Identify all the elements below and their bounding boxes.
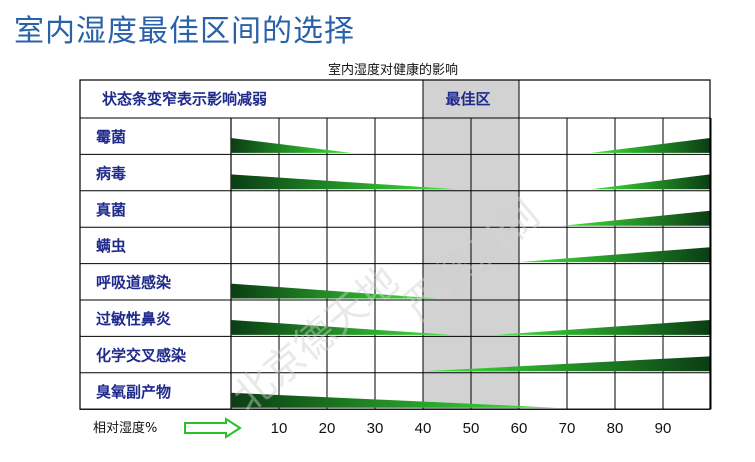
tick-label: 80 <box>607 420 624 437</box>
low-humidity-wedge <box>231 174 457 190</box>
tick-label: 30 <box>367 420 384 437</box>
row-label: 霉菌 <box>96 128 126 146</box>
high-humidity-wedge <box>591 174 710 190</box>
low-humidity-wedge <box>231 283 438 299</box>
high-humidity-wedge <box>562 210 710 226</box>
chart-frame <box>79 79 711 410</box>
tick-label: 90 <box>655 420 672 437</box>
high-humidity-wedge <box>519 247 710 263</box>
row-label: 呼吸道感染 <box>96 274 172 292</box>
row-label: 病毒 <box>96 164 126 182</box>
arrow-right-icon <box>184 417 242 439</box>
high-humidity-wedge <box>495 320 710 335</box>
row-label: 化学交叉感染 <box>96 346 187 364</box>
chart-title: 室内湿度对健康的影响 <box>328 62 458 78</box>
x-axis-label: 相对湿度% <box>93 420 157 436</box>
low-humidity-wedge <box>231 392 558 408</box>
tick-label: 60 <box>511 420 528 437</box>
row-label: 真菌 <box>96 201 126 219</box>
low-humidity-wedge <box>231 320 452 335</box>
row-label: 过敏性鼻炎 <box>96 310 171 328</box>
page-title: 室内湿度最佳区间的选择 <box>14 14 355 49</box>
high-humidity-wedge <box>423 356 710 372</box>
tick-label: 50 <box>463 420 480 437</box>
bars <box>231 138 710 408</box>
best-zone-label: 最佳区 <box>445 90 490 108</box>
tick-label: 10 <box>271 420 288 437</box>
x-ticks: 10 20 30 40 50 60 70 80 90 <box>271 420 672 437</box>
tick-label: 40 <box>415 420 432 437</box>
low-humidity-wedge <box>231 138 351 153</box>
tick-label: 20 <box>319 420 336 437</box>
row-label: 螨虫 <box>96 237 126 255</box>
row-label: 臭氧副产物 <box>96 383 171 401</box>
tick-label: 70 <box>559 420 576 437</box>
header-label: 状态条变窄表示影响减弱 <box>102 90 267 108</box>
high-humidity-wedge <box>591 138 710 153</box>
